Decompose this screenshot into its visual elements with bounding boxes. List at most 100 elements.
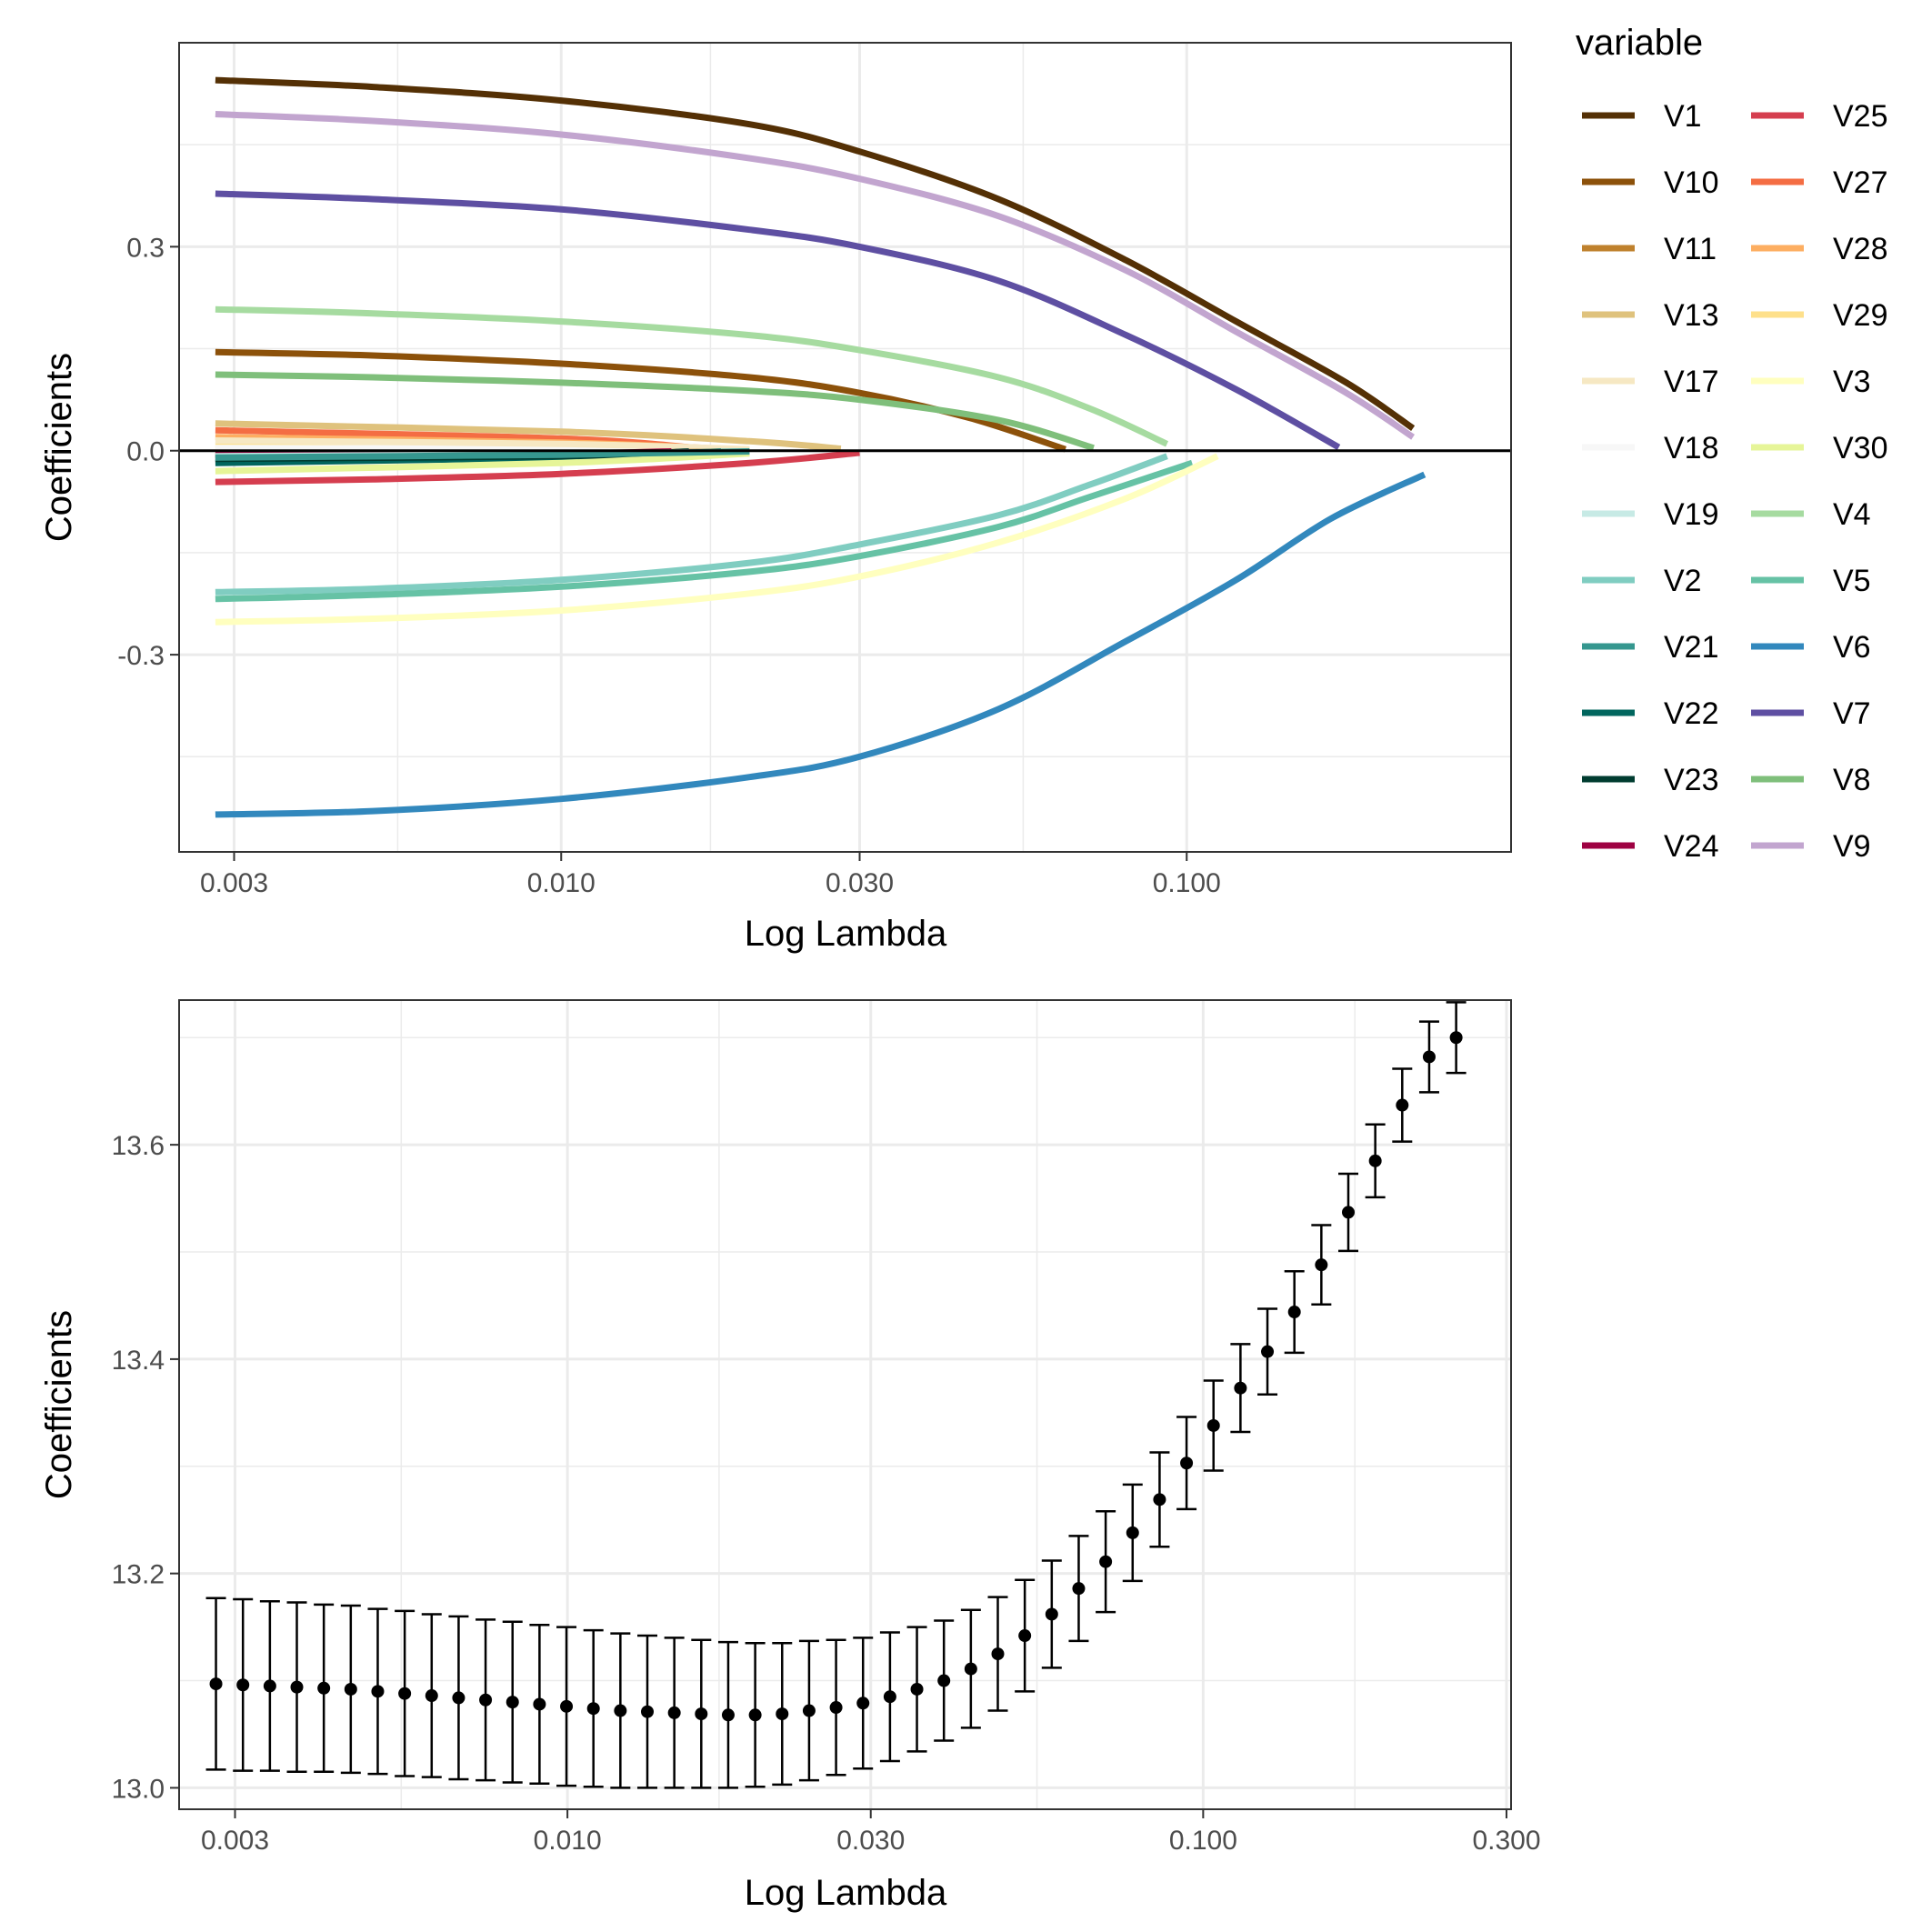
cv-mean-point <box>425 1689 438 1703</box>
y-axis-title: Coefficients <box>39 353 79 542</box>
cv-mean-point <box>317 1681 331 1695</box>
coef-line-v21 <box>215 448 750 461</box>
cv-point <box>1068 1535 1089 1643</box>
x-tick-label: 0.003 <box>201 1826 269 1856</box>
cv-mean-point <box>1422 1050 1436 1064</box>
cv-point <box>1446 1001 1467 1075</box>
cv-mean-point <box>1018 1629 1032 1643</box>
cv-point <box>1041 1559 1062 1669</box>
cv-mean-point <box>695 1707 708 1721</box>
legend-item-v18: V18 <box>1582 431 1719 465</box>
cv-mean-point <box>263 1679 276 1693</box>
legend-item-v3: V3 <box>1751 365 1871 399</box>
x-tick-label: 0.010 <box>534 1826 602 1856</box>
legend-item-v27: V27 <box>1751 165 1888 200</box>
cv-point <box>664 1637 685 1789</box>
x-tick-label: 0.010 <box>527 868 596 898</box>
cv-mean-point <box>641 1705 655 1718</box>
cv-point <box>314 1603 335 1773</box>
cv-point <box>1230 1343 1251 1434</box>
cv-mean-point <box>344 1682 357 1696</box>
cv-mean-point <box>586 1702 600 1716</box>
coef-line-v25 <box>215 449 860 486</box>
coef-line-v9 <box>215 111 1416 440</box>
cv-point <box>826 1638 846 1777</box>
x-axis-title: Log Lambda <box>745 1873 947 1913</box>
legend-item-v6: V6 <box>1751 630 1871 665</box>
cv-mean-point <box>1396 1098 1409 1112</box>
cv-mean-point <box>506 1696 519 1709</box>
y-tick-label: 13.4 <box>112 1346 165 1376</box>
legend-item-v5: V5 <box>1751 564 1871 598</box>
legend-label: V23 <box>1664 763 1719 797</box>
legend-label: V13 <box>1664 298 1719 333</box>
cv-point <box>421 1613 442 1778</box>
legend-label: V24 <box>1664 829 1719 864</box>
cv-point <box>987 1596 1008 1712</box>
legend-item-v17: V17 <box>1582 365 1719 399</box>
cv-mean-point <box>452 1691 465 1705</box>
cv-point <box>583 1628 604 1788</box>
cv-point <box>1203 1379 1224 1472</box>
legend-label: V25 <box>1833 99 1888 134</box>
cv-mean-point <box>479 1693 493 1707</box>
legend-label: V18 <box>1664 431 1719 465</box>
coef-line-v6 <box>215 471 1426 818</box>
legend-item-v30: V30 <box>1751 431 1888 465</box>
y-tick-label: 13.0 <box>112 1774 165 1804</box>
grid-lines <box>179 1000 1511 1809</box>
cv-point <box>1096 1510 1116 1614</box>
panel-border <box>178 42 1512 853</box>
legend-item-v10: V10 <box>1582 165 1719 200</box>
cv-point <box>205 1597 226 1771</box>
cv-point <box>1257 1307 1278 1396</box>
legend-item-v29: V29 <box>1751 298 1888 333</box>
cv-point <box>772 1642 793 1787</box>
legend-label: V3 <box>1833 365 1871 399</box>
legend-item-v7: V7 <box>1751 696 1871 731</box>
cv-point <box>529 1623 550 1785</box>
legend-label: V2 <box>1664 564 1702 598</box>
y-tick-label: 0.0 <box>126 437 165 467</box>
cv-mean-point <box>1341 1206 1355 1219</box>
cv-point <box>1149 1451 1170 1548</box>
cv-point <box>1311 1224 1332 1306</box>
cv-mean-point <box>290 1680 304 1694</box>
legend-item-v11: V11 <box>1582 232 1717 266</box>
legend-item-v2: V2 <box>1582 564 1702 598</box>
cv-point <box>1015 1578 1036 1693</box>
cv-mean-point <box>1368 1154 1382 1167</box>
y-tick-label: 13.6 <box>112 1131 165 1161</box>
coef-line-v5 <box>215 459 1194 603</box>
legend-label: V9 <box>1833 829 1871 864</box>
cv-point <box>1392 1067 1413 1143</box>
legend-item-v4: V4 <box>1751 497 1871 532</box>
cv-point <box>879 1631 900 1763</box>
legend-label: V7 <box>1833 696 1871 731</box>
x-tick-label: 0.030 <box>826 868 894 898</box>
legend-item-v9: V9 <box>1751 829 1871 864</box>
cv-mean-point <box>1315 1258 1328 1272</box>
y-axis-title: Coefficients <box>39 1310 79 1499</box>
cv-point <box>610 1632 631 1789</box>
cv-mean-point <box>209 1677 223 1691</box>
legend-label: V11 <box>1664 232 1717 266</box>
cv-point <box>637 1634 658 1789</box>
cv-point <box>798 1639 819 1782</box>
legend-label: V8 <box>1833 763 1871 797</box>
cv-mean-point <box>1045 1607 1058 1621</box>
cv-mean-point <box>1449 1031 1463 1045</box>
cv-point <box>1284 1269 1305 1355</box>
legend-title: variable <box>1576 23 1703 63</box>
legend-item-v24: V24 <box>1582 829 1719 864</box>
cv-mean-point <box>964 1662 977 1676</box>
legend-item-v25: V25 <box>1751 99 1888 134</box>
coef-line-v8 <box>215 371 1095 452</box>
cv-point <box>1418 1020 1439 1094</box>
axis-ticks: 0.003 0.010 0.030 0.100 -0.3 0.0 0.3 <box>117 233 1221 898</box>
cv-mean-point <box>560 1699 574 1713</box>
cv-mean-point <box>1126 1526 1139 1539</box>
cv-mean-point <box>910 1682 924 1696</box>
